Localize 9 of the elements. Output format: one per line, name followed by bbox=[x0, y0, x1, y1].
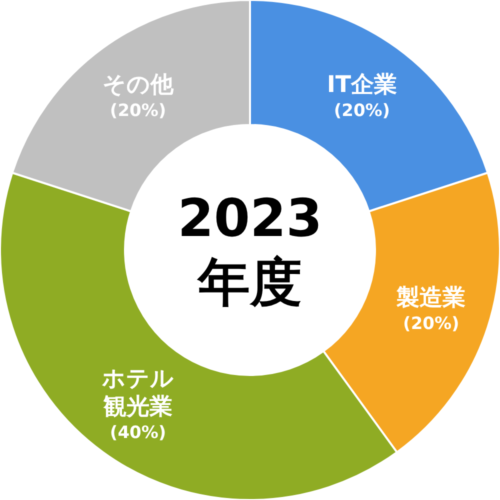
slice-label: その他 bbox=[102, 72, 175, 98]
data-label: (40%) bbox=[110, 423, 166, 444]
data-label: (20%) bbox=[403, 314, 460, 334]
text: 2023 年度 bbox=[178, 189, 322, 313]
slice-label: 製造業 bbox=[396, 284, 466, 311]
data-label: (20%) bbox=[110, 100, 166, 121]
slice-label: IT企業 bbox=[326, 72, 398, 98]
slice-label: ホテル観光業 bbox=[101, 366, 174, 420]
data-label: (20%) bbox=[334, 100, 390, 121]
